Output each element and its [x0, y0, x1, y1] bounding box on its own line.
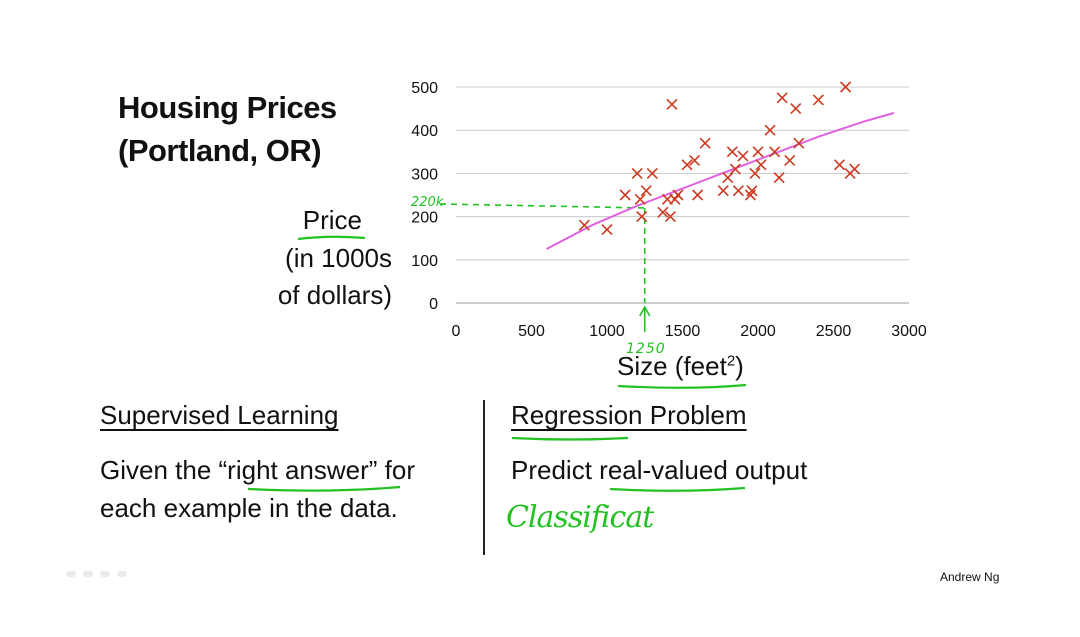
handwritten-classification: Classificat	[506, 500, 654, 535]
underline-size	[617, 383, 747, 389]
y-axis-label-dollars: of dollars)	[277, 280, 392, 310]
y-tick-0: 0	[429, 296, 438, 313]
data-point	[793, 137, 805, 149]
text-real-valued: real-valued	[599, 455, 728, 485]
data-point	[812, 94, 824, 106]
data-point	[681, 159, 693, 171]
data-point	[849, 163, 861, 175]
data-point	[619, 189, 631, 201]
y-tick-500: 500	[411, 80, 438, 97]
data-point	[640, 185, 652, 197]
data-point	[755, 159, 767, 171]
text-output: output	[727, 455, 808, 485]
x-tick-3000: 3000	[891, 323, 927, 340]
data-point	[692, 189, 704, 201]
x-tick-2500: 2500	[816, 323, 852, 340]
author-credit: Andrew Ng	[940, 570, 1000, 584]
data-point	[746, 185, 758, 197]
data-point	[601, 223, 613, 236]
y-axis-label-units: (in 1000s	[285, 243, 392, 273]
data-point	[699, 137, 711, 149]
data-point	[749, 167, 761, 179]
x-label-sup: 2	[726, 352, 736, 370]
data-points	[578, 81, 861, 236]
data-point	[657, 206, 669, 218]
green-annotations: 1250 220k	[411, 195, 666, 357]
text-for: for	[377, 455, 416, 485]
control-dot-4[interactable]	[117, 571, 127, 577]
data-point	[752, 146, 764, 158]
y-tick-400: 400	[411, 123, 438, 140]
data-point	[732, 185, 744, 197]
data-point	[729, 163, 741, 175]
fit-curve-group	[546, 111, 895, 250]
chart-title: Housing Prices (Portland, OR)	[118, 86, 337, 172]
annotation-arrow	[639, 305, 651, 332]
supervised-text-line-2: each example in the data.	[100, 493, 398, 523]
x-tick-0: 0	[452, 323, 461, 340]
underline-price	[297, 235, 366, 241]
data-point	[790, 103, 802, 115]
data-point	[666, 98, 678, 110]
player-controls[interactable]	[66, 564, 134, 582]
data-point	[672, 189, 684, 201]
data-point	[689, 154, 701, 167]
annotation-1250: 1250	[626, 341, 666, 357]
data-point	[664, 211, 676, 223]
data-point	[776, 92, 788, 104]
data-point	[737, 150, 749, 162]
y-tick-300: 300	[411, 166, 438, 183]
underline-right-answer	[247, 485, 401, 492]
title-line-1: Housing Prices	[118, 90, 337, 125]
y-label-line-1: Price	[302, 205, 362, 235]
x-tick-500: 500	[518, 323, 545, 340]
x-axis-label: Size (feet2)	[617, 351, 744, 382]
regression-text-line-1: Predict real-valued output	[511, 451, 807, 489]
data-point	[717, 185, 729, 197]
vertical-divider	[483, 400, 485, 555]
supervised-learning-heading: Supervised Learning	[100, 400, 339, 430]
y-tick-labels: 0 100 200 300 400 500	[411, 80, 438, 313]
data-point	[636, 211, 648, 223]
y-tick-200: 200	[411, 210, 438, 227]
fit-line	[546, 111, 895, 250]
underline-real-valued	[609, 486, 746, 492]
control-dot-3[interactable]	[100, 571, 110, 577]
annotation-hline	[439, 203, 645, 209]
data-point	[726, 146, 738, 158]
annotation-220k: 220k	[411, 195, 444, 210]
text-right-answer: “right answer”	[218, 455, 378, 485]
y-tick-100: 100	[411, 253, 438, 270]
regression-problem-heading: Regression Problem	[511, 400, 747, 430]
y-axis-label-price: Price	[303, 202, 392, 238]
x-tick-2000: 2000	[740, 323, 776, 340]
data-point	[646, 167, 658, 179]
control-dot-2[interactable]	[83, 571, 93, 577]
title-line-2: (Portland, OR)	[118, 133, 322, 168]
data-point	[578, 219, 590, 231]
x-tick-labels: 0 500 1000 1500 2000 2500 3000	[452, 323, 927, 340]
control-dot-1[interactable]	[66, 571, 76, 577]
x-tick-1500: 1500	[665, 323, 701, 340]
data-point	[784, 154, 796, 167]
data-point	[634, 193, 646, 205]
grid-lines	[456, 86, 909, 304]
data-point	[773, 172, 785, 184]
x-label-close: )	[735, 351, 744, 381]
supervised-text-line-1: Given the “right answer” for	[100, 451, 415, 489]
data-point	[840, 81, 852, 93]
data-point	[631, 167, 643, 179]
data-point	[833, 159, 846, 171]
underline-regression	[511, 436, 629, 441]
x-label-text: Size (feet	[617, 351, 727, 381]
text-predict: Predict	[511, 455, 600, 485]
data-point	[769, 146, 781, 158]
data-point	[764, 124, 776, 136]
x-tick-1000: 1000	[589, 323, 625, 340]
text-given-the: Given the	[100, 455, 219, 485]
